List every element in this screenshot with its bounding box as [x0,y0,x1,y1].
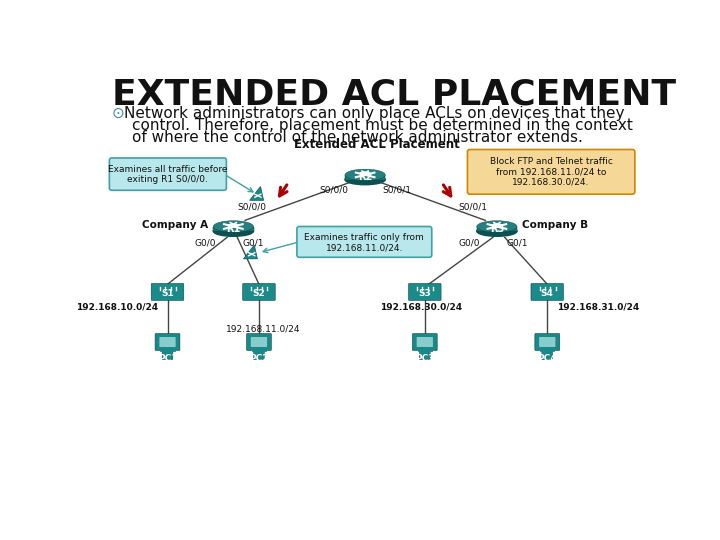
Text: R3: R3 [490,224,504,234]
Text: PC3: PC3 [415,354,435,363]
Text: Block FTP and Telnet traffic: Block FTP and Telnet traffic [490,157,613,166]
Text: Company A: Company A [143,220,209,230]
FancyBboxPatch shape [162,349,173,360]
Text: S1: S1 [161,289,174,298]
Text: S0/0/0: S0/0/0 [238,203,266,212]
FancyBboxPatch shape [253,349,264,360]
FancyBboxPatch shape [251,337,267,347]
Ellipse shape [345,169,385,181]
FancyBboxPatch shape [417,337,433,347]
Text: 192.168.31.0/24: 192.168.31.0/24 [557,303,639,312]
Text: S4: S4 [541,289,554,298]
Text: S2: S2 [253,289,266,298]
FancyBboxPatch shape [467,150,635,194]
Text: 192.168.30.0/24.: 192.168.30.0/24. [513,177,590,186]
Text: R2: R2 [358,172,372,182]
Ellipse shape [477,226,517,237]
Text: PC2: PC2 [249,354,269,363]
Text: G0/1: G0/1 [243,239,264,248]
Text: from 192.168.11.0/24 to: from 192.168.11.0/24 to [496,167,606,176]
Text: PC1: PC1 [158,354,177,363]
Polygon shape [250,186,264,200]
FancyBboxPatch shape [297,226,432,257]
Text: EXTENDED ACL PLACEMENT: EXTENDED ACL PLACEMENT [112,78,676,112]
Text: Examines traffic only from: Examines traffic only from [305,233,424,242]
Text: Examines all traffic before: Examines all traffic before [108,165,228,174]
Ellipse shape [477,221,517,232]
FancyBboxPatch shape [109,158,226,190]
Text: G0/0: G0/0 [195,239,216,248]
FancyBboxPatch shape [535,334,559,350]
Text: ⊙: ⊙ [112,106,125,120]
Polygon shape [213,226,253,231]
Text: 192.168.10.0/24: 192.168.10.0/24 [76,303,158,312]
FancyBboxPatch shape [542,349,553,360]
Text: Extended ACL Placement: Extended ACL Placement [294,138,459,151]
Polygon shape [243,245,258,259]
Text: 192.168.30.0/24: 192.168.30.0/24 [380,303,462,312]
FancyBboxPatch shape [419,349,431,360]
Ellipse shape [345,174,385,185]
Polygon shape [345,175,385,179]
Text: 192.168.11.0/24: 192.168.11.0/24 [225,325,300,333]
Polygon shape [477,226,517,231]
FancyBboxPatch shape [151,284,184,300]
FancyBboxPatch shape [539,337,555,347]
Text: S0/0/1: S0/0/1 [459,203,487,212]
FancyBboxPatch shape [413,334,437,350]
Text: exiting R1 S0/0/0.: exiting R1 S0/0/0. [127,175,208,184]
Text: 192.168.11.0/24.: 192.168.11.0/24. [325,244,403,252]
Text: PC4: PC4 [537,354,557,363]
Text: S3: S3 [418,289,431,298]
FancyBboxPatch shape [159,337,176,347]
FancyBboxPatch shape [155,334,180,350]
FancyBboxPatch shape [246,334,271,350]
Text: G0/0: G0/0 [459,239,480,248]
FancyBboxPatch shape [408,284,441,300]
Ellipse shape [213,221,253,232]
FancyBboxPatch shape [531,284,564,300]
Text: Company B: Company B [522,220,588,230]
Text: S0/0/0: S0/0/0 [319,186,348,195]
FancyBboxPatch shape [243,284,275,300]
Text: Network administrators can only place ACLs on devices that they: Network administrators can only place AC… [124,106,625,120]
Ellipse shape [213,226,253,237]
Text: G0/1: G0/1 [506,239,528,248]
Text: control. Therefore, placement must be determined in the context: control. Therefore, placement must be de… [132,118,633,133]
Text: of where the control of the network administrator extends.: of where the control of the network admi… [132,130,582,145]
Text: S0/0/1: S0/0/1 [382,186,411,195]
Text: R1: R1 [226,224,240,234]
